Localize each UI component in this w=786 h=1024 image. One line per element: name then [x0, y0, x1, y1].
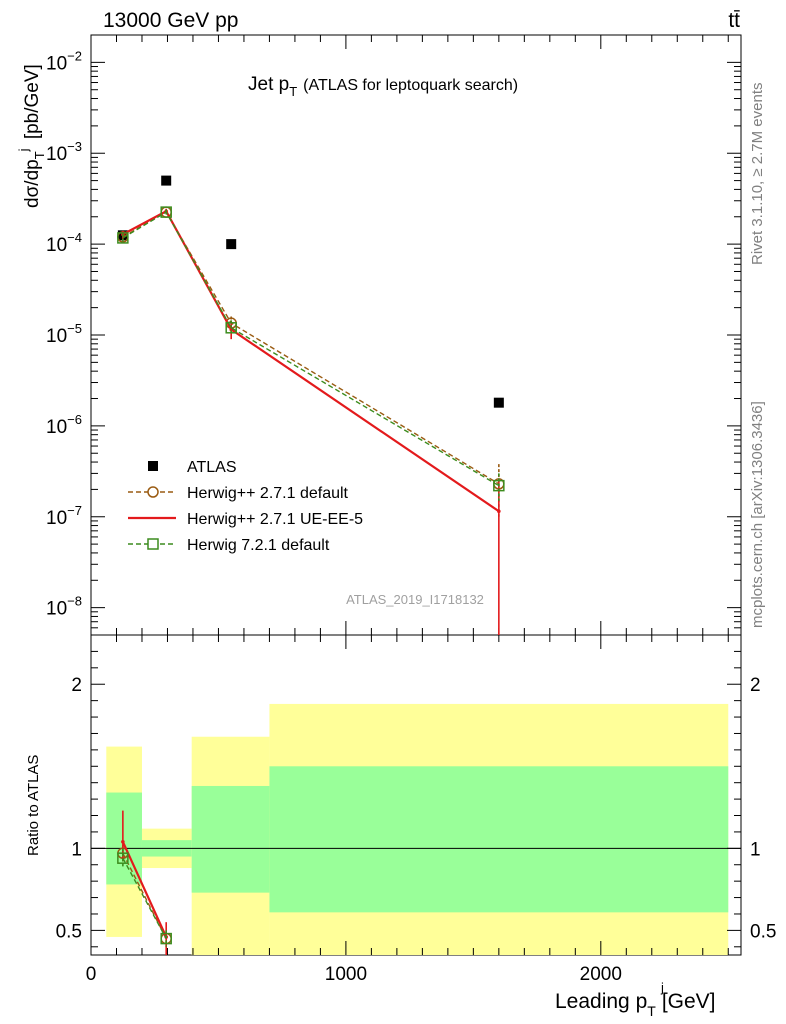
mcplots-label: mcplots.cern.ch [arXiv:1306.3436]: [749, 401, 766, 628]
main-title: Jet pT (ATLAS for leptoquark search): [248, 74, 518, 99]
main-title-main: Jet p: [248, 74, 289, 95]
ratio-series-2-marker: [117, 852, 129, 864]
ratio-ytick-label-left: 2: [71, 675, 82, 696]
ratio-series-1-line: [121, 841, 168, 938]
ratio-band-green-3: [269, 766, 729, 913]
main-ylabel: dσ/dpTj [pb/GeV]: [16, 64, 47, 208]
main-series-3-marker: [493, 479, 505, 492]
main-series: [117, 175, 505, 635]
header-left-label: 13000 GeV pp: [103, 9, 238, 32]
ratio-ytick-label-right: 1: [750, 839, 761, 860]
legend-label: ATLAS: [187, 459, 237, 476]
atlas-data-point: [493, 397, 504, 408]
main-ytick-label: 10−6: [46, 412, 82, 438]
analysis-watermark: ATLAS_2019_I1718132: [346, 592, 484, 607]
ratio-series-2-line: [122, 857, 167, 939]
main-series-2-line: [122, 209, 500, 513]
main-series-1-line: [122, 211, 500, 485]
main-title-rest: (ATLAS for leptoquark search): [303, 77, 518, 94]
legend-marker-3: [147, 538, 159, 550]
ratio-ylabel: Ratio to ATLAS: [25, 755, 42, 856]
main-series-3-marker: [160, 206, 172, 218]
main-title-sub: T: [289, 84, 297, 99]
ratio-ytick-label-left: 1: [71, 839, 82, 860]
axes: 10−8 10−7 10−6 10−5 10−4 10−3 10−2 0 1000 2000 0.5…: [46, 34, 776, 985]
rivet-label: Rivet 3.1.10, ≥ 2.7M events: [749, 83, 766, 266]
x-axis-label: Leading pT [GeV]: [555, 990, 716, 1019]
main-series-3-marker: [117, 232, 129, 244]
legend-marker-1: [147, 486, 159, 498]
legend-label: Herwig++ 2.7.1 default: [187, 485, 349, 502]
legend: ATLAS Herwig++ 2.7.1 default Herwig++ 2.7.…: [128, 459, 363, 554]
legend-marker-atlas: [148, 461, 158, 471]
main-ytick-label: 10−3: [46, 139, 82, 165]
ratio-ytick-label-left: 0.5: [56, 921, 82, 942]
x-axis-label-sup: j: [660, 980, 664, 995]
main-ytick-label: 10−2: [46, 48, 82, 74]
main-series-3-line: [122, 211, 500, 487]
ratio-bands: [106, 703, 729, 955]
ratio-xtick-label: 0: [86, 964, 97, 985]
ratio-series-2-marker: [160, 932, 172, 945]
atlas-data-point: [161, 175, 172, 186]
main-series-2-marker: [497, 509, 501, 514]
ratio-ytick-label-right: 0.5: [750, 921, 776, 942]
legend-label: Herwig++ 2.7.1 UE-EE-5: [187, 511, 363, 528]
main-ytick-label: 10−8: [46, 594, 82, 620]
ratio-series-1-marker: [121, 839, 125, 844]
main-ytick-label: 10−4: [46, 230, 82, 256]
legend-label: Herwig 7.2.1 default: [187, 537, 330, 554]
ratio-xtick-label: 1000: [325, 964, 367, 985]
main-ytick-label: 10−7: [46, 503, 82, 529]
ratio-series: [117, 810, 172, 955]
main-ytick-label: 10−5: [46, 321, 82, 347]
ratio-band-green-2: [191, 785, 270, 893]
header-right-label: tt̄: [728, 9, 740, 32]
ratio-ytick-label-right: 2: [750, 675, 761, 696]
main-series-3-marker: [225, 322, 237, 334]
ratio-xtick-label: 2000: [580, 964, 622, 985]
atlas-data-point: [226, 239, 237, 250]
